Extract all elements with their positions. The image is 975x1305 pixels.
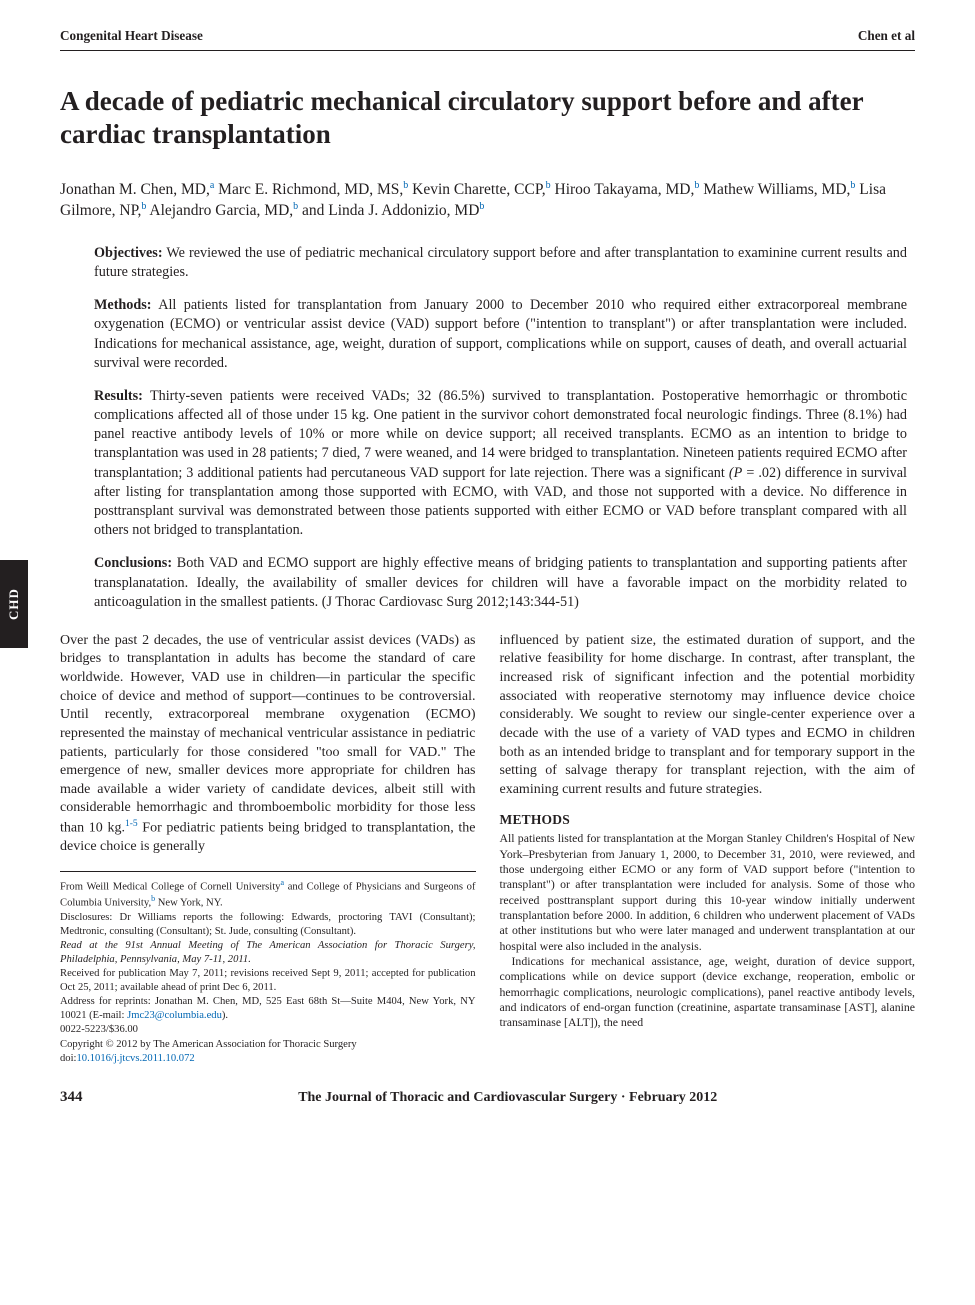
running-head: Congenital Heart Disease Chen et al bbox=[60, 28, 915, 51]
doi-link[interactable]: 10.1016/j.jtcvs.2011.10.072 bbox=[76, 1053, 194, 1064]
journal-footer-title: The Journal of Thoracic and Cardiovascul… bbox=[101, 1090, 916, 1106]
footnote-copyright: Copyright © 2012 by The American Associa… bbox=[60, 1038, 476, 1052]
methods-paragraph: All patients listed for transplantation … bbox=[500, 831, 916, 954]
footnote-disclosures: Disclosures: Dr Williams reports the fol… bbox=[60, 911, 476, 938]
reprint-email-link[interactable]: Jmc23@columbia.edu bbox=[127, 1010, 222, 1021]
body-column-left: Over the past 2 decades, the use of vent… bbox=[60, 632, 476, 1067]
doi-label: doi: bbox=[60, 1053, 76, 1064]
abstract-objectives: Objectives: We reviewed the use of pedia… bbox=[94, 244, 907, 282]
abstract-label: Conclusions: bbox=[94, 555, 172, 571]
page-number: 344 bbox=[60, 1089, 83, 1106]
footnote-read-at: Read at the 91st Annual Meeting of The A… bbox=[60, 939, 476, 966]
abstract-results: Results: Thirty-seven patients were rece… bbox=[94, 387, 907, 540]
abstract: Objectives: We reviewed the use of pedia… bbox=[94, 244, 907, 612]
footnote-doi: doi:10.1016/j.jtcvs.2011.10.072 bbox=[60, 1052, 476, 1066]
page-container: Congenital Heart Disease Chen et al A de… bbox=[0, 0, 975, 1128]
footnote-affiliation: From Weill Medical College of Cornell Un… bbox=[60, 878, 476, 910]
article-footnotes: From Weill Medical College of Cornell Un… bbox=[60, 871, 476, 1066]
running-head-right: Chen et al bbox=[858, 28, 915, 44]
body-paragraph: Over the past 2 decades, the use of vent… bbox=[60, 632, 476, 857]
section-heading-methods: METHODS bbox=[500, 811, 916, 829]
methods-paragraph: Indications for mechanical assistance, a… bbox=[500, 954, 916, 1031]
abstract-label: Results: bbox=[94, 388, 143, 404]
page-footer: 344 The Journal of Thoracic and Cardiova… bbox=[60, 1089, 915, 1106]
footnote-issn: 0022-5223/$36.00 bbox=[60, 1023, 476, 1037]
abstract-text: Both VAD and ECMO support are highly eff… bbox=[94, 555, 907, 609]
footnote-received: Received for publication May 7, 2011; re… bbox=[60, 967, 476, 994]
body-columns: Over the past 2 decades, the use of vent… bbox=[60, 632, 915, 1067]
abstract-conclusions: Conclusions: Both VAD and ECMO support a… bbox=[94, 554, 907, 612]
body-column-right: influenced by patient size, the estimate… bbox=[500, 632, 916, 1067]
abstract-methods: Methods: All patients listed for transpl… bbox=[94, 296, 907, 373]
body-paragraph: influenced by patient size, the estimate… bbox=[500, 632, 916, 799]
article-title: A decade of pediatric mechanical circula… bbox=[60, 85, 915, 151]
running-head-left: Congenital Heart Disease bbox=[60, 28, 203, 44]
footnote-address-text: Address for reprints: Jonathan M. Chen, … bbox=[60, 996, 476, 1021]
author-list: Jonathan M. Chen, MD,a Marc E. Richmond,… bbox=[60, 179, 915, 222]
abstract-text: All patients listed for transplantation … bbox=[94, 297, 907, 371]
abstract-text: Thirty-seven patients were received VADs… bbox=[94, 388, 907, 538]
abstract-label: Methods: bbox=[94, 297, 152, 313]
footnote-address-tail: ). bbox=[222, 1010, 228, 1021]
footnote-address: Address for reprints: Jonathan M. Chen, … bbox=[60, 995, 476, 1022]
abstract-text: We reviewed the use of pediatric mechani… bbox=[94, 245, 907, 280]
abstract-label: Objectives: bbox=[94, 245, 163, 261]
